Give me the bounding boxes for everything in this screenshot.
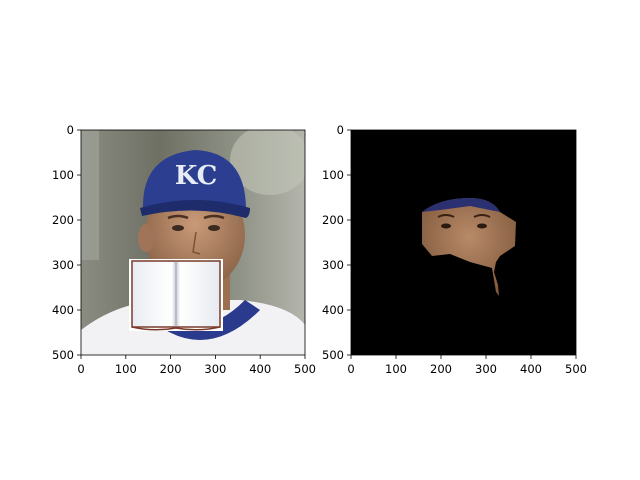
mask-image <box>351 130 576 355</box>
y-tick-label: 300 <box>322 258 344 272</box>
y-tick-label: 400 <box>322 303 344 317</box>
face-mask-region <box>422 198 516 296</box>
x-tick-label: 200 <box>430 362 452 376</box>
x-tick-label: 500 <box>565 362 587 376</box>
y-tick-label: 500 <box>52 348 74 362</box>
x-tick-label: 400 <box>249 362 271 376</box>
y-tick-label: 0 <box>67 123 74 137</box>
y-tick-label: 200 <box>52 213 74 227</box>
photo-image: KC <box>81 130 305 355</box>
y-tick-label: 100 <box>52 168 74 182</box>
y-tick-label: 100 <box>322 168 344 182</box>
x-tick-label: 100 <box>115 362 137 376</box>
x-tick-label: 300 <box>475 362 497 376</box>
x-tick-label: 500 <box>294 362 316 376</box>
x-tick-label: 200 <box>160 362 182 376</box>
x-tick-label: 100 <box>385 362 407 376</box>
x-tick-label: 0 <box>77 362 84 376</box>
y-tick-label: 400 <box>52 303 74 317</box>
x-tick-label: 0 <box>347 362 354 376</box>
cap-logo: KC <box>175 161 218 191</box>
x-tick-label: 300 <box>204 362 226 376</box>
y-tick-label: 200 <box>322 213 344 227</box>
y-tick-label: 500 <box>322 348 344 362</box>
x-tick-label: 400 <box>520 362 542 376</box>
y-tick-label: 300 <box>52 258 74 272</box>
y-tick-label: 0 <box>337 123 344 137</box>
book-icon <box>129 259 223 331</box>
